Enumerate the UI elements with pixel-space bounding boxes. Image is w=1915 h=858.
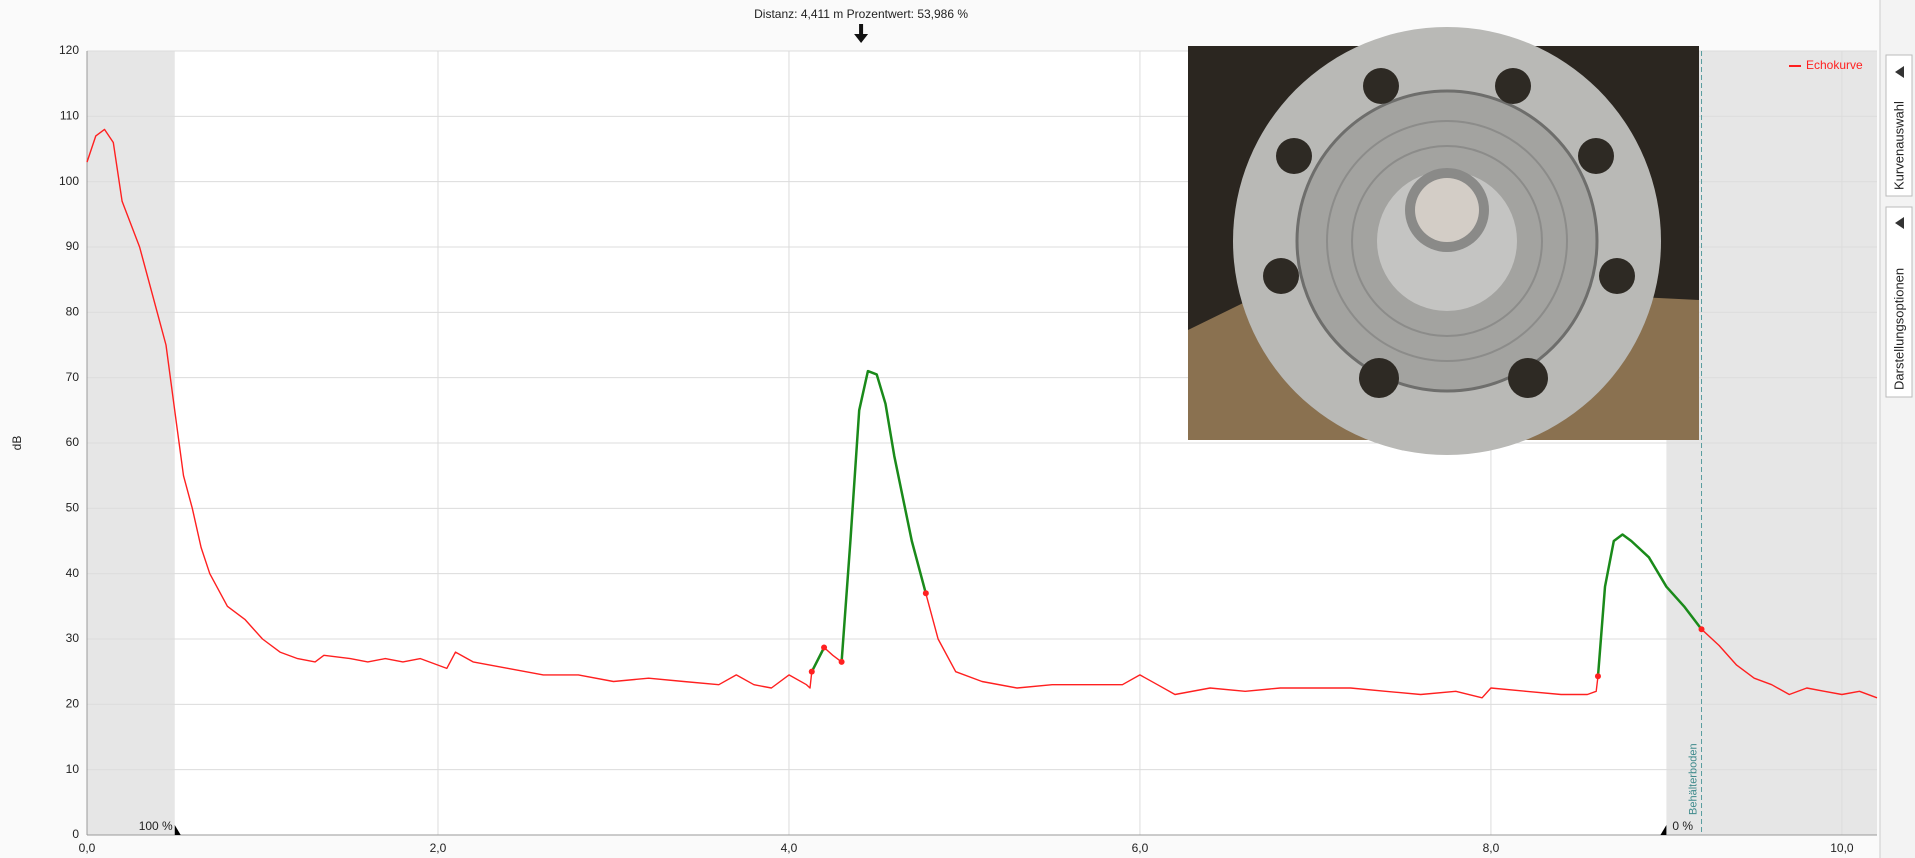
tab-label[interactable]: Kurvenauswahl — [1891, 101, 1906, 190]
legend-label: Echokurve — [1806, 58, 1863, 72]
echo-marker — [808, 668, 815, 675]
x-tick-label: 6,0 — [1132, 841, 1149, 855]
region-label: 100 % — [139, 819, 173, 833]
y-tick-label: 60 — [66, 435, 80, 449]
y-tick-label: 20 — [66, 697, 80, 711]
tab[interactable]: Darstellungsoptionen — [1885, 206, 1913, 398]
y-tick-label: 30 — [66, 631, 80, 645]
y-axis-label: dB — [10, 436, 24, 451]
x-tick-label: 0,0 — [79, 841, 96, 855]
echo-marker — [1594, 673, 1601, 680]
marker-label: Distanz: 4,411 m Prozentwert: 53,986 % — [754, 7, 968, 21]
y-tick-label: 10 — [66, 762, 80, 776]
overlay: 100 % 0 % Behälterboden Distanz: 4,411 m Pr… — [86, 7, 1878, 835]
y-tick-label: 90 — [66, 239, 80, 253]
echo-marker — [821, 644, 828, 651]
region-label: 0 % — [1672, 819, 1693, 833]
y-tick-label: 110 — [60, 109, 79, 123]
x-tick-label: 2,0 — [430, 841, 447, 855]
y-tick-label: 50 — [66, 501, 80, 515]
x-tick-label: 10,0 — [1830, 841, 1854, 855]
x-tick-label: 4,0 — [781, 841, 798, 855]
reference-line-label: Behälterboden — [1687, 743, 1699, 815]
y-tick-label: 70 — [66, 370, 80, 384]
region-handle — [174, 825, 181, 835]
echo-marker — [1698, 626, 1705, 633]
x-tick-label: 8,0 — [1483, 841, 1500, 855]
echo-marker — [922, 590, 929, 597]
y-tick-label: 0 — [72, 827, 79, 841]
tab-label[interactable]: Darstellungsoptionen — [1891, 268, 1906, 390]
y-tick-label: 100 — [59, 174, 79, 188]
photo-inset — [1188, 27, 1699, 455]
echo-marker — [838, 658, 845, 665]
y-tick-label: 80 — [66, 305, 80, 319]
tab[interactable]: Kurvenauswahl — [1885, 54, 1913, 197]
series-line — [810, 369, 1703, 677]
y-tick-label: 40 — [66, 566, 80, 580]
marker-arrow — [854, 24, 869, 43]
region-handle — [1660, 825, 1667, 835]
y-tick-label: 120 — [59, 43, 79, 57]
